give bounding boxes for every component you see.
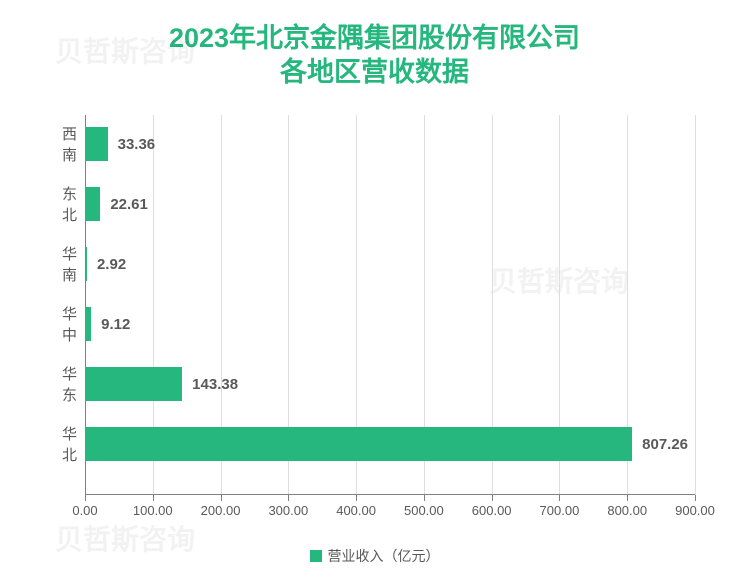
grid-line (695, 115, 696, 495)
bar-row: 143.38 (85, 367, 238, 401)
x-tick-mark (695, 495, 696, 501)
x-tick-mark (85, 495, 86, 501)
bar-row: 2.92 (85, 247, 126, 281)
x-tick-label: 700.00 (540, 503, 580, 518)
chart-plot-area: 0.00100.00200.00300.00400.00500.00600.00… (85, 115, 695, 495)
bar-value-label: 33.36 (118, 136, 156, 153)
x-tick-label: 200.00 (201, 503, 241, 518)
chart-title-line1: 2023年北京金隅集团股份有限公司 (0, 22, 749, 56)
bar-value-label: 9.12 (101, 316, 130, 333)
bar (85, 367, 182, 401)
bar-value-label: 2.92 (97, 256, 126, 273)
bar (85, 427, 632, 461)
x-tick-mark (424, 495, 425, 501)
bar-value-label: 22.61 (110, 196, 148, 213)
y-tick-label: 华南 (62, 243, 77, 285)
x-tick-label: 400.00 (336, 503, 376, 518)
bar-row: 22.61 (85, 187, 148, 221)
bar (85, 247, 87, 281)
x-tick-mark (356, 495, 357, 501)
bar (85, 127, 108, 161)
chart-legend: 营业收入（亿元） (0, 546, 749, 566)
x-tick-mark (627, 495, 628, 501)
x-axis-line (85, 494, 695, 495)
bar-row: 807.26 (85, 427, 688, 461)
bar (85, 187, 100, 221)
y-tick-label: 东北 (62, 183, 77, 225)
bar (85, 307, 91, 341)
y-tick-label: 华北 (62, 423, 77, 465)
x-tick-mark (288, 495, 289, 501)
bar-row: 33.36 (85, 127, 155, 161)
x-tick-mark (559, 495, 560, 501)
chart-title: 2023年北京金隅集团股份有限公司 各地区营收数据 (0, 0, 749, 90)
x-tick-label: 300.00 (268, 503, 308, 518)
x-tick-mark (153, 495, 154, 501)
bar-value-label: 143.38 (192, 376, 238, 393)
x-tick-label: 0.00 (72, 503, 97, 518)
bar-row: 9.12 (85, 307, 130, 341)
chart-title-line2: 各地区营收数据 (0, 56, 749, 90)
legend-label: 营业收入（亿元） (328, 546, 440, 566)
x-tick-mark (221, 495, 222, 501)
x-tick-label: 900.00 (675, 503, 715, 518)
x-tick-mark (492, 495, 493, 501)
x-tick-label: 600.00 (472, 503, 512, 518)
y-tick-label: 华东 (62, 363, 77, 405)
x-tick-label: 500.00 (404, 503, 444, 518)
y-tick-label: 西南 (62, 123, 77, 165)
bar-value-label: 807.26 (642, 436, 688, 453)
x-tick-label: 800.00 (607, 503, 647, 518)
legend-swatch (310, 550, 322, 562)
y-tick-label: 华中 (62, 303, 77, 345)
x-tick-label: 100.00 (133, 503, 173, 518)
